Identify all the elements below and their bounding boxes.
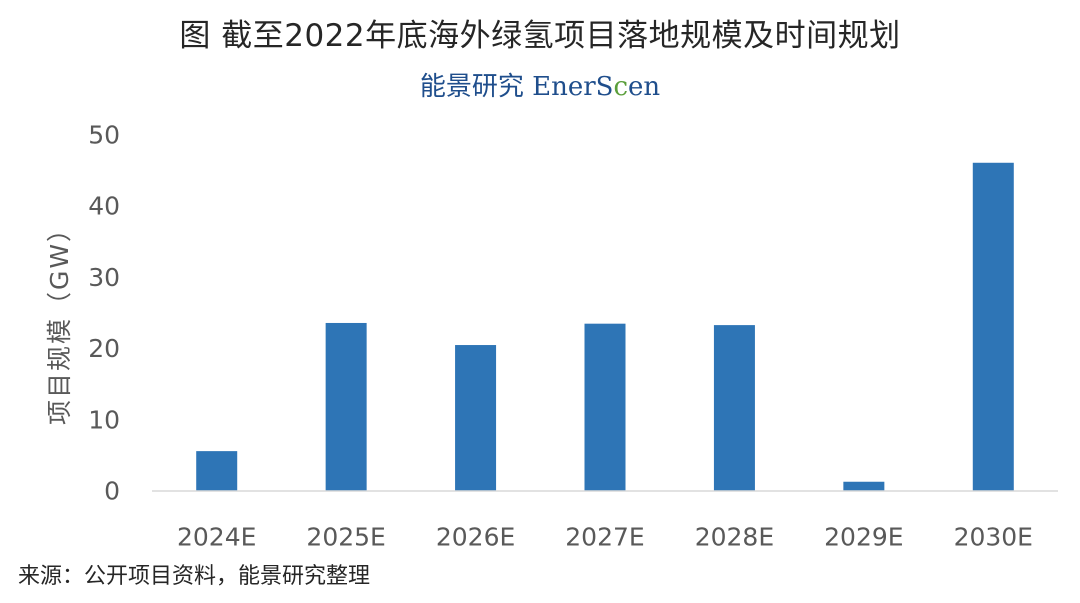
x-tick-label: 2024E	[177, 523, 256, 552]
y-tick-label: 30	[88, 263, 120, 292]
bar-2024E	[196, 451, 238, 491]
bar-2030E	[972, 162, 1014, 491]
x-tick-label: 2028E	[695, 523, 774, 552]
y-tick-label: 10	[88, 405, 120, 434]
brand-en-accent: c	[613, 72, 629, 102]
bar-2027E	[584, 323, 626, 491]
x-tick-label: 2027E	[565, 523, 644, 552]
brand-cn: 能景研究	[419, 72, 524, 102]
chart-title: 图 截至2022年底海外绿氢项目落地规模及时间规划	[179, 18, 901, 54]
x-tick-label: 2025E	[306, 523, 385, 552]
bar-2029E	[843, 481, 885, 491]
source-note: 来源：公开项目资料，能景研究整理	[18, 564, 371, 589]
x-tick-label: 2026E	[436, 523, 515, 552]
y-tick-label: 40	[88, 192, 120, 221]
bars-group	[196, 162, 1014, 491]
y-axis-ticks: 0 10 20 30 40 50	[88, 121, 120, 506]
x-axis-ticks: 2024E 2025E 2026E 2027E 2028E 2029E 2030E	[177, 523, 1033, 552]
y-tick-label: 20	[88, 334, 120, 363]
brand-watermark: 能景研究 EnerScen	[0, 66, 1080, 103]
bar-2028E	[713, 325, 755, 491]
y-tick-label: 0	[104, 477, 120, 506]
brand-en-main: EnerS	[532, 72, 614, 102]
y-tick-label: 50	[88, 121, 120, 150]
x-tick-label: 2029E	[824, 523, 903, 552]
brand-en-tail: en	[628, 72, 661, 102]
bar-2025E	[325, 322, 367, 491]
bar-2026E	[455, 345, 497, 491]
x-tick-label: 2030E	[954, 523, 1033, 552]
